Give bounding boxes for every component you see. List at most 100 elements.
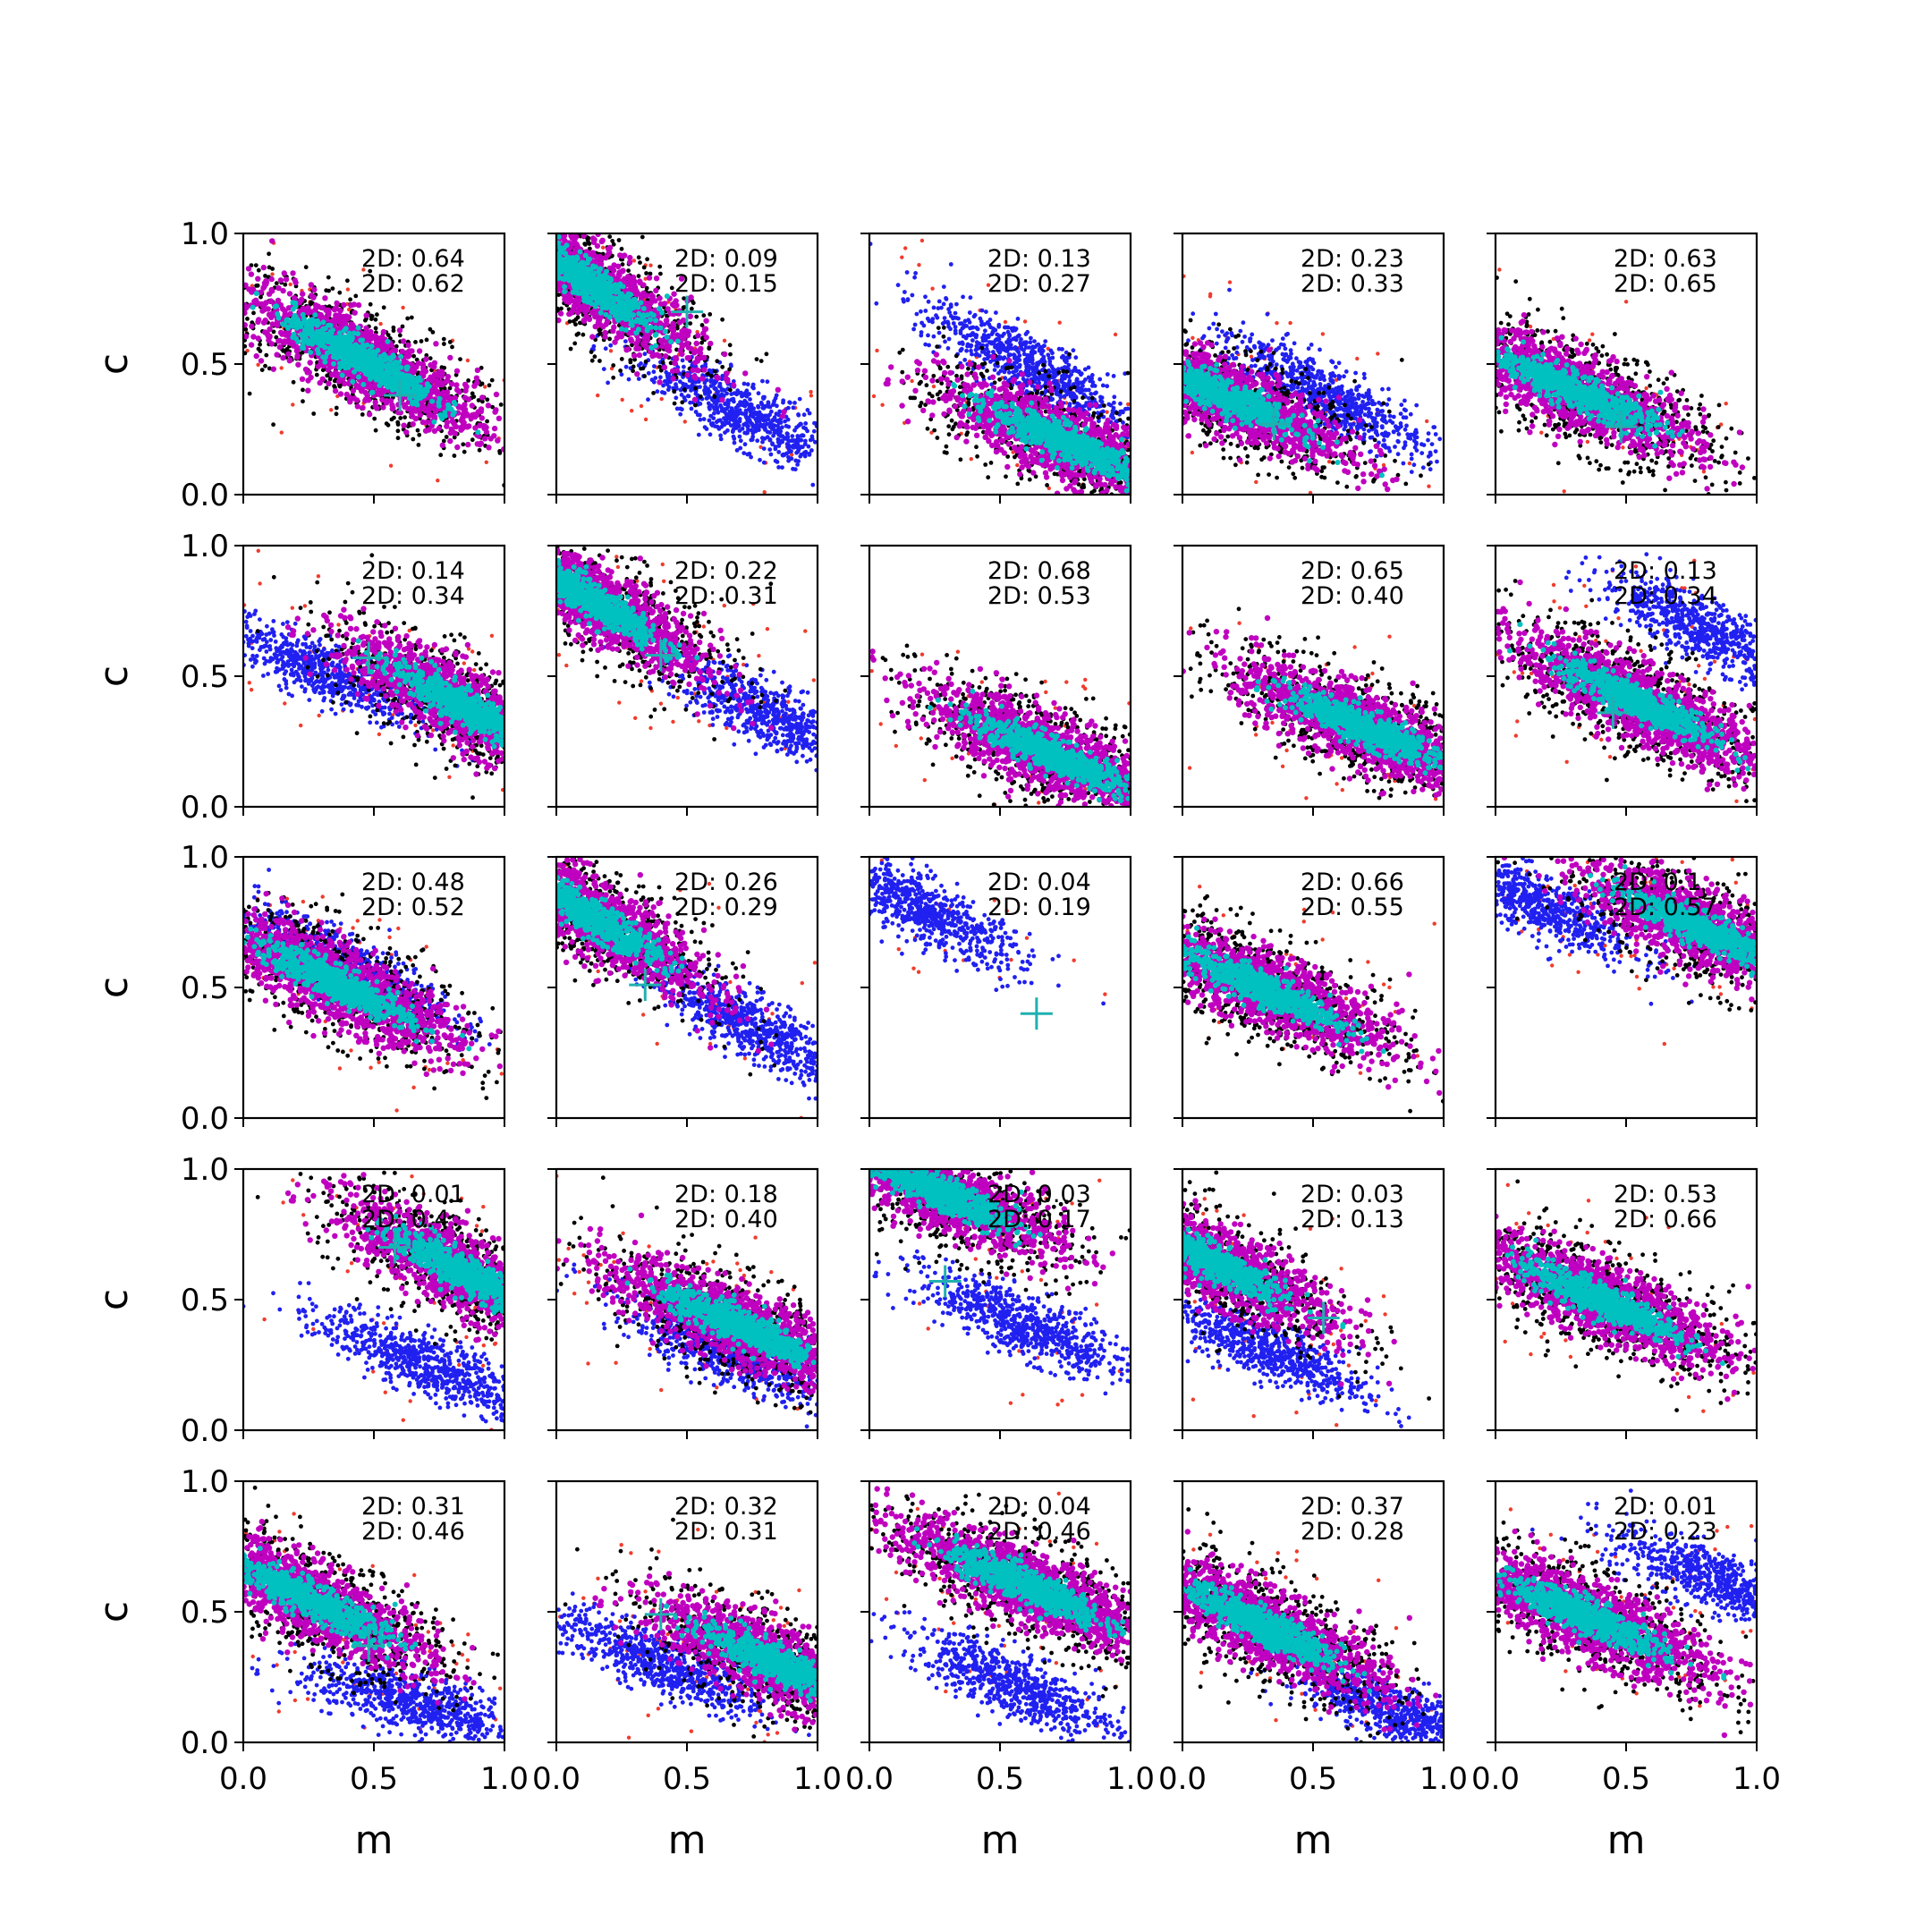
panel-1-2-magenta-point	[695, 333, 700, 338]
panel-1-2-red-point	[809, 390, 812, 394]
panel-1-2-magenta-point	[702, 326, 708, 332]
panel-1-1-cyan-point	[330, 342, 335, 347]
panel-1-2-black-point	[617, 238, 622, 242]
panel-1-1-black-point	[311, 411, 316, 416]
panel-1-1-stat-2: 2D: 0.62	[361, 270, 465, 298]
panel-1-1-y-tick-label: 0.5	[181, 347, 229, 383]
panel-1-2-black-point	[672, 389, 676, 394]
panel-1-2-magenta-point	[584, 314, 589, 319]
panel-1-1-cyan-point	[317, 329, 322, 335]
panel-1-2-magenta-point	[663, 353, 668, 359]
panel-1-2-red-point	[621, 398, 624, 402]
panel-1-1-cyan-point	[345, 334, 351, 339]
panel-1-2-magenta-point	[694, 341, 699, 346]
panel-1-2-blue-point	[770, 424, 775, 428]
panel-1-1-magenta-point	[347, 399, 352, 404]
panel-1-2-blue-point	[716, 394, 721, 399]
panel-1-1-black-point	[267, 251, 271, 256]
panel-1-1-magenta-point	[453, 382, 459, 387]
panel-1-1-cyan-point	[374, 366, 379, 371]
panel-1-1-magenta-point	[254, 353, 259, 359]
panel-1-2-blue-point	[606, 381, 610, 386]
panel-1-2-magenta-point	[637, 280, 642, 285]
panel-1-2-red-point	[640, 404, 643, 408]
panel-1-2-blue-point	[760, 406, 765, 411]
panel-1-2-blue-point	[751, 383, 756, 387]
panel-1-1-black-point	[335, 411, 339, 416]
panel-1-2-cyan-point	[562, 284, 567, 290]
panel-1-1-cyan-point	[337, 360, 343, 366]
panel-1-1-black-point	[485, 397, 489, 402]
panel-1-2-blue-point	[698, 385, 702, 389]
panel-1-1-magenta-point	[336, 313, 342, 318]
panel-1-1-black-point	[331, 286, 335, 291]
panel-1-2-blue-point	[767, 447, 772, 452]
panel-1-2-blue-point	[718, 403, 723, 408]
panel-1-2-cyan-point	[578, 250, 583, 255]
panel-1-2-blue-point	[762, 396, 767, 401]
panel-1-2-blue-point	[775, 394, 779, 398]
panel-1-1-red-point	[289, 283, 292, 286]
panel-1-2-magenta-point	[731, 382, 736, 387]
panel-1-1-black-point	[438, 453, 443, 457]
panel-1-1-cyan-point	[429, 399, 435, 404]
panel-1-1-magenta-point	[458, 425, 463, 430]
panel-1-2-blue-point	[718, 434, 723, 438]
panel-1-2-black-point	[637, 255, 641, 259]
panel-1-1-magenta-point	[495, 437, 500, 443]
panel-1-2-black-point	[575, 333, 580, 337]
panel-1-2-magenta-point	[681, 318, 686, 323]
panel-1-2-magenta-point	[719, 397, 724, 402]
panel-1-1-black-point	[301, 388, 305, 393]
panel-1-2-blue-point	[749, 413, 753, 418]
panel-1-1-black-point	[425, 338, 429, 343]
panel-1-1-magenta-point	[265, 331, 270, 336]
panel-1-2-blue-point	[786, 459, 791, 463]
panel-1-2-blue-point	[758, 458, 762, 462]
panel-1-1-magenta-point	[403, 429, 409, 435]
panel-1-2-blue-point	[647, 371, 651, 376]
panel-1-2-magenta-point	[692, 397, 698, 402]
panel-1-2-black-point	[657, 365, 662, 369]
panel-1-1-black-point	[442, 337, 446, 342]
panel-1-2-cyan-point	[598, 310, 604, 316]
panel-1-2-blue-point	[678, 407, 682, 411]
panel-1-1-magenta-point	[492, 409, 497, 414]
panel-1-2-black-point	[657, 265, 662, 269]
panel-1-2-blue-point	[688, 378, 692, 383]
panel-1-2-magenta-point	[602, 334, 607, 339]
panel-1-1-magenta-point	[482, 436, 487, 441]
panel-1-1-cyan-point	[339, 335, 344, 340]
panel-1-1-black-point	[264, 353, 268, 358]
panel-1-2-black-point	[755, 357, 759, 361]
panel-1-1-magenta-point	[446, 395, 452, 401]
panel-1-1-black-point	[450, 345, 454, 350]
panel-1-1-magenta-point	[470, 412, 475, 418]
panel-1-2-blue-point	[665, 378, 670, 383]
panel-1-2-blue-point	[780, 465, 784, 470]
panel-1-2-blue-point	[738, 435, 742, 439]
panel-1-1-magenta-point	[287, 291, 292, 296]
panel-1-2-blue-point	[731, 429, 735, 434]
panel-1-2-red-point	[632, 258, 636, 262]
panel-1-2-blue-point	[729, 392, 733, 396]
panel-1-2-blue-point	[741, 451, 746, 455]
panel-1-1-magenta-point	[262, 301, 267, 307]
panel-1-2-cyan-point	[639, 300, 644, 305]
panel-1-1-magenta-point	[263, 278, 268, 284]
panel-1-1-red-point	[256, 363, 259, 367]
panel-1-2-blue-point	[791, 467, 795, 471]
panel-1-1-magenta-point	[284, 276, 289, 282]
panel-1-1-cyan-point	[292, 301, 298, 306]
panel-1-2-black-point	[661, 360, 665, 365]
panel-1-2-black-point	[559, 307, 564, 311]
panel-1-1-cyan-point	[340, 373, 345, 378]
panel-1-2-blue-point	[703, 362, 708, 367]
panel-1-2-magenta-point	[644, 293, 649, 299]
panel-1-2-magenta-point	[595, 243, 600, 249]
panel-1-2-blue-point	[643, 352, 648, 356]
panel-1-1-cyan-point	[358, 354, 363, 360]
panel-1-1-cyan-point	[445, 402, 451, 408]
panel-1-1-cyan-point	[300, 332, 305, 337]
panel-1-1-red-point	[389, 464, 393, 468]
